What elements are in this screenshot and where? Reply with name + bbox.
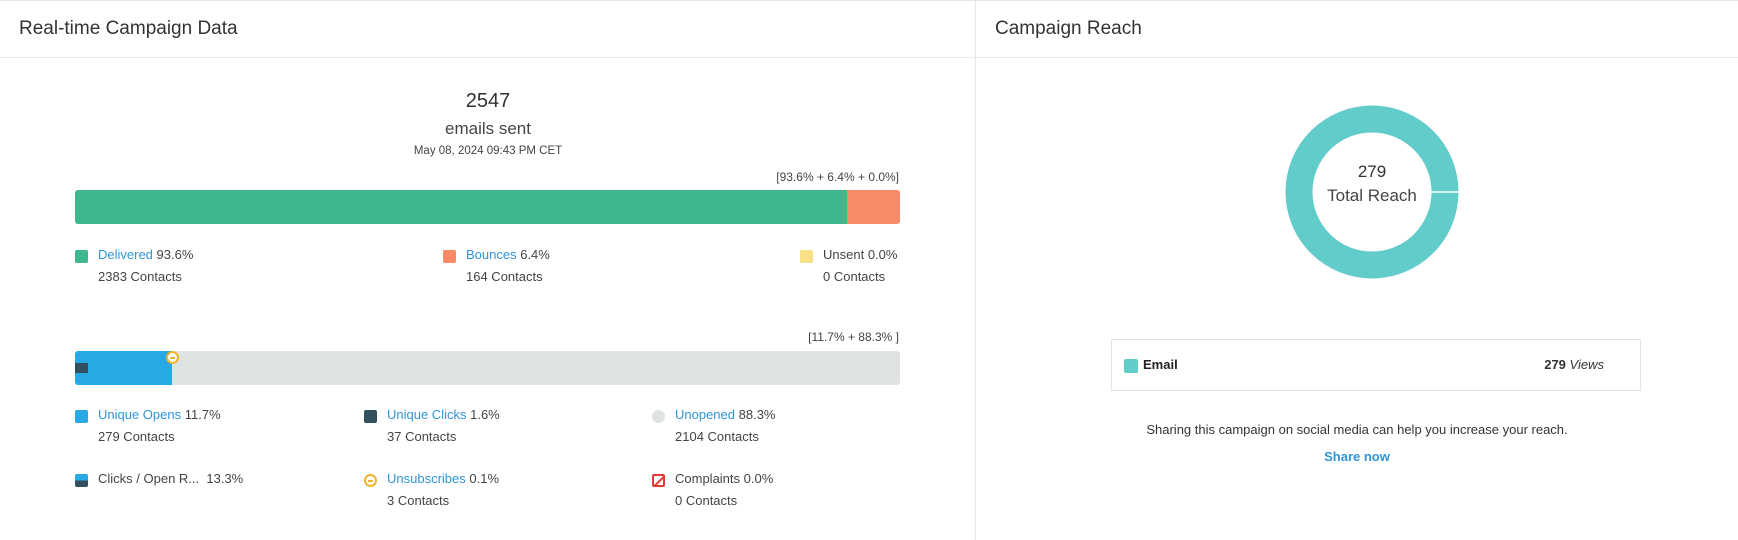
share-now-link[interactable]: Share now [1324, 449, 1390, 464]
delivery-bar [75, 190, 900, 224]
click-open-rate-swatch-icon [75, 474, 88, 487]
bounces-swatch-icon [443, 250, 456, 263]
emails-sent-label: emails sent [445, 119, 531, 138]
bounces-segment[interactable] [847, 190, 900, 224]
realtime-campaign-panel: Real-time Campaign Data 2547 emails sent… [0, 0, 976, 540]
unsubscribes-contacts: 3 Contacts [387, 493, 450, 508]
reach-channel: Email [1143, 357, 1178, 372]
campaign-reach-panel: Campaign Reach 279 Total Reach Email 279… [976, 0, 1738, 540]
emails-sent-count: 2547 [465, 90, 511, 112]
unopened-value: 88.3% [738, 407, 776, 422]
reach-views-count: 279 [1544, 357, 1566, 372]
reach-views-unit: Views [1569, 357, 1604, 372]
unique-clicks-value: 1.6% [470, 407, 500, 422]
unopened-segment[interactable] [171, 351, 900, 385]
delivered-link[interactable]: Delivered [98, 247, 153, 262]
reach-donut-chart [1279, 99, 1465, 285]
complaints-ban-icon [652, 474, 665, 487]
unsent-contacts: 0 Contacts [823, 269, 886, 284]
reach-table-row: Email 279 Views [1111, 339, 1641, 391]
ctor-value: 13.3% [206, 471, 244, 486]
unsubscribes-link[interactable]: Unsubscribes [387, 471, 466, 486]
engagement-bar [75, 351, 900, 385]
delivered-segment[interactable] [75, 190, 848, 224]
unique-opens-contacts: 279 Contacts [98, 429, 175, 444]
share-text: Sharing this campaign on social media ca… [1146, 422, 1568, 437]
unopened-link[interactable]: Unopened [675, 407, 735, 422]
sent-date: May 08, 2024 09:43 PM CET [413, 145, 563, 157]
complaints-value: 0.0% [743, 471, 774, 486]
unique-clicks-segment[interactable] [75, 363, 89, 373]
delivered-swatch-icon [75, 250, 88, 263]
unique-clicks-link[interactable]: Unique Clicks [387, 407, 467, 422]
unopened-swatch-icon [652, 410, 665, 423]
unique-opens-value: 11.7% [184, 407, 221, 422]
complaints-label: Complaints [675, 471, 741, 486]
delivery-bar-caption: [93.6% + 6.4% + 0.0%] [776, 170, 899, 184]
unique-opens-link[interactable]: Unique Opens [98, 407, 182, 422]
unsubscribes-value: 0.1% [469, 471, 500, 486]
engagement-bar-caption: [11.7% + 88.3% ] [808, 330, 899, 344]
bounces-link[interactable]: Bounces [466, 247, 517, 262]
unsent-value: 0.0% [867, 247, 898, 262]
bounces-contacts: 164 Contacts [466, 269, 543, 284]
bounces-value: 6.4% [520, 247, 550, 262]
delivered-value: 93.6% [156, 247, 194, 262]
unique-clicks-contacts: 37 Contacts [387, 429, 457, 444]
complaints-contacts: 0 Contacts [675, 493, 738, 508]
ctor-label: Clicks / Open R... [98, 471, 200, 486]
unsubscribe-marker-icon[interactable] [165, 351, 179, 364]
unsent-label: Unsent [823, 247, 865, 262]
unique-opens-swatch-icon [75, 410, 88, 423]
unopened-contacts: 2104 Contacts [675, 429, 759, 444]
unsent-swatch-icon [800, 250, 813, 263]
unsubscribe-icon [364, 474, 377, 487]
panel-title: Real-time Campaign Data [0, 1, 975, 58]
unique-opens-segment[interactable] [75, 351, 172, 385]
total-reach-label: Total Reach [1327, 186, 1417, 205]
panel-title: Campaign Reach [976, 1, 1738, 58]
delivered-contacts: 2383 Contacts [98, 269, 182, 284]
reach-views: 279 Views [1544, 357, 1604, 372]
email-swatch-icon [1124, 359, 1138, 373]
unique-clicks-swatch-icon [364, 410, 377, 423]
total-reach-value: 279 [1357, 162, 1387, 181]
